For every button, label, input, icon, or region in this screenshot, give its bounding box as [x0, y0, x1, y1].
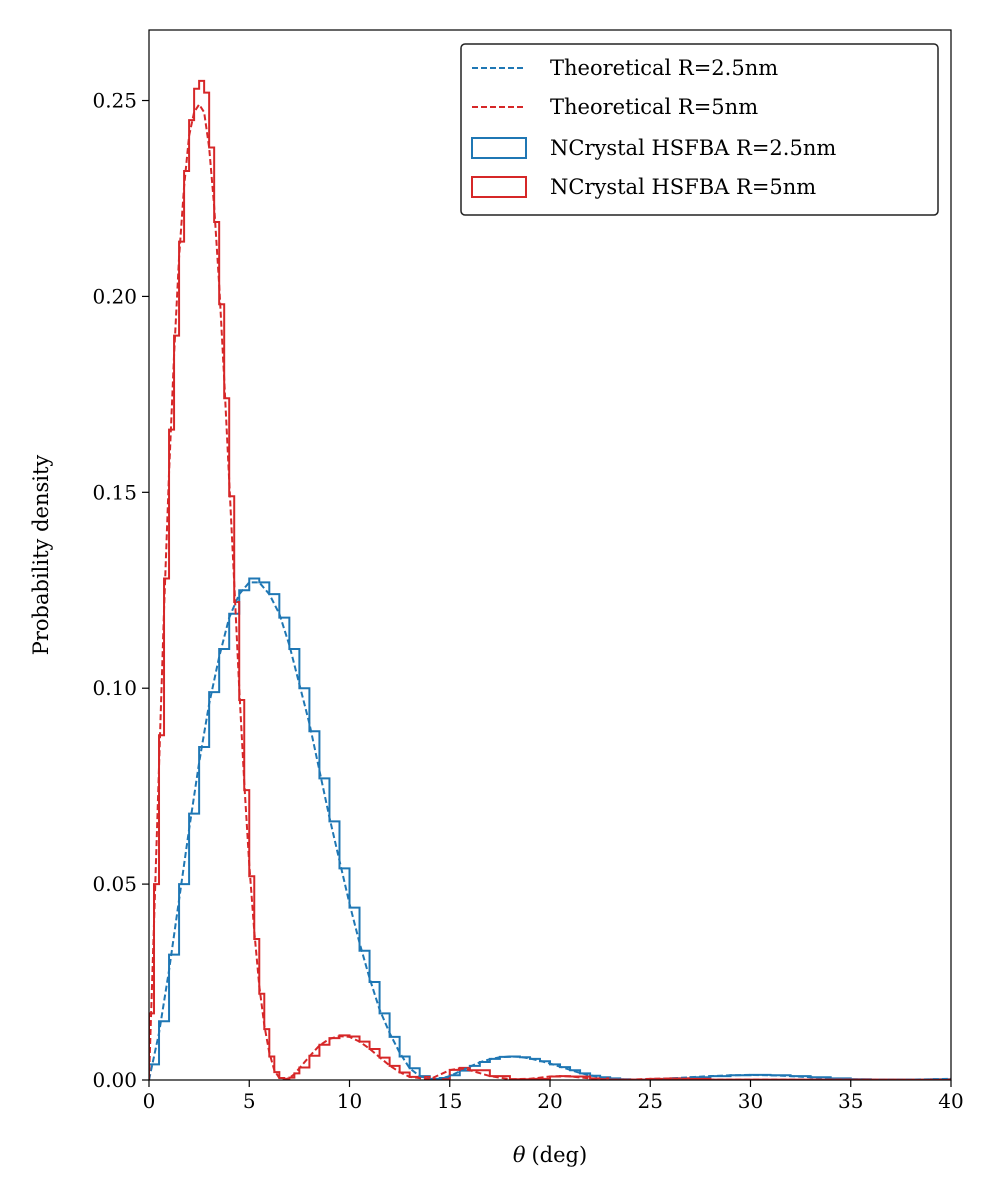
- x-tick-label: 15: [437, 1089, 462, 1113]
- legend-swatch-ncrystal-2-5nm: [471, 137, 527, 159]
- x-tick-label: 20: [537, 1089, 562, 1113]
- legend-box: [460, 43, 939, 216]
- series-theoretical-r-5nm: [149, 102, 951, 1080]
- x-tick-label: 30: [738, 1089, 763, 1113]
- series-theoretical-r-2-5nm: [149, 581, 951, 1080]
- x-tick-label: 10: [337, 1089, 362, 1113]
- x-axis-label-symbol: θ: [513, 1143, 526, 1167]
- y-axis-label: Probability density: [29, 455, 53, 656]
- y-tick-label: 0.00: [92, 1068, 137, 1092]
- legend-label-ncrystal-2-5nm: NCrystal HSFBA R=2.5nm: [550, 136, 836, 160]
- y-tick-label: 0.10: [92, 676, 137, 700]
- x-axis: 0 5 10 15 20 25 30 35 40: [143, 1080, 964, 1113]
- x-axis-label: θ (deg): [513, 1143, 587, 1167]
- x-tick-label: 0: [143, 1089, 156, 1113]
- y-tick-label: 0.20: [92, 284, 137, 308]
- y-tick-label: 0.15: [92, 480, 137, 504]
- legend: Theoretical R=2.5nm Theoretical R=5nm NC…: [460, 43, 939, 216]
- y-axis: 0.00 0.05 0.10 0.15 0.20 0.25: [92, 89, 149, 1092]
- legend-label-ncrystal-5nm: NCrystal HSFBA R=5nm: [550, 175, 816, 199]
- series-layer: [149, 79, 951, 1080]
- y-tick-label: 0.25: [92, 89, 137, 113]
- x-tick-label: 40: [938, 1089, 963, 1113]
- x-tick-label: 5: [243, 1089, 256, 1113]
- y-tick-label: 0.05: [92, 872, 137, 896]
- x-axis-label-unit: (deg): [531, 1143, 587, 1167]
- legend-swatch-ncrystal-5nm: [471, 176, 527, 198]
- x-tick-label: 35: [838, 1089, 863, 1113]
- legend-label-theoretical-5nm: Theoretical R=5nm: [550, 95, 758, 119]
- x-tick-label: 25: [638, 1089, 663, 1113]
- legend-label-theoretical-2-5nm: Theoretical R=2.5nm: [550, 56, 778, 80]
